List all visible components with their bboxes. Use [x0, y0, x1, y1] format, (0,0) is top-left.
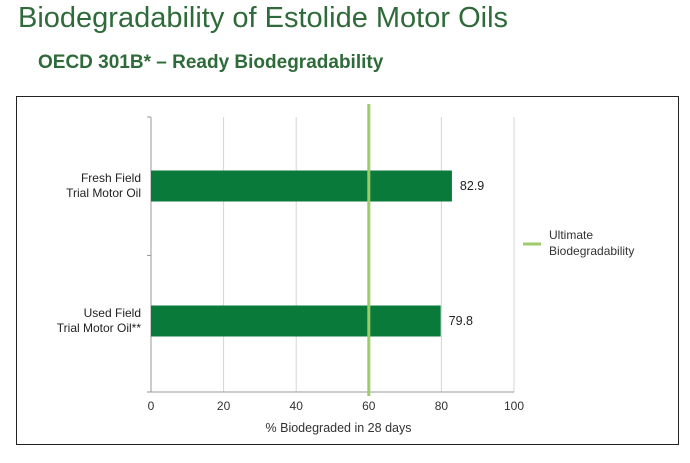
value-label-1: 79.8: [449, 314, 473, 328]
legend: Ultimate Biodegradability: [523, 228, 634, 258]
x-axis-title: % Biodegraded in 28 days: [266, 421, 412, 435]
x-tick-label-40: 40: [290, 399, 304, 413]
page-title: Biodegradability of Estolide Motor Oils: [18, 2, 509, 34]
x-tick-label-20: 20: [217, 399, 231, 413]
value-label-0: 82.9: [460, 179, 484, 193]
bar-1: [151, 305, 441, 337]
bars: [151, 170, 452, 337]
x-tick-label-60: 60: [362, 399, 376, 413]
category-label-0: Fresh Field Trial Motor Oil: [66, 171, 141, 200]
page-subtitle: OECD 301B* – Ready Biodegradability: [38, 52, 384, 73]
x-tick-label-0: 0: [148, 399, 155, 413]
category-label-0-line-1: Trial Motor Oil: [66, 186, 141, 200]
x-tick-label-100: 100: [504, 399, 524, 413]
legend-label-line-0: Ultimate: [549, 228, 593, 242]
category-label-0-line-0: Fresh Field: [81, 171, 141, 185]
category-label-1-line-1: Trial Motor Oil**: [57, 321, 142, 335]
legend-label: Ultimate Biodegradability: [549, 228, 634, 258]
legend-label-line-1: Biodegradability: [549, 244, 634, 258]
axes: [147, 116, 514, 393]
category-label-1: Used Field Trial Motor Oil**: [57, 306, 142, 335]
x-tick-label-80: 80: [435, 399, 449, 413]
chart-frame: [16, 96, 679, 445]
category-label-1-line-0: Used Field: [84, 306, 141, 320]
bar-0: [151, 170, 452, 202]
